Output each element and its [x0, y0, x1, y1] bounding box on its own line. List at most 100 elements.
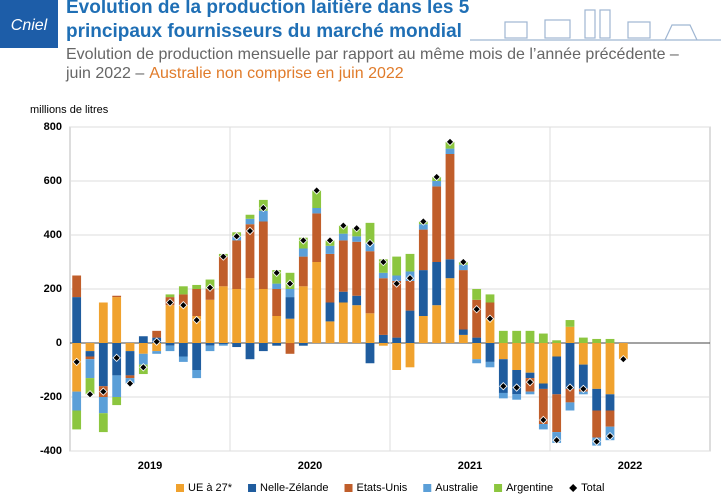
subtitle: Evolution de production mensuelle par ra…	[66, 46, 679, 63]
bar-segment	[72, 343, 82, 392]
total-marker	[565, 383, 575, 392]
y-tick-label: 200	[44, 283, 62, 295]
bar-segment	[232, 289, 242, 343]
bar-segment	[538, 343, 548, 384]
logo-box	[0, 0, 58, 48]
bar-segment	[605, 338, 615, 343]
bar-segment	[392, 275, 402, 281]
bar-segment	[472, 359, 482, 364]
total-marker	[419, 217, 428, 226]
bar-segment	[378, 272, 388, 279]
bar-segment	[165, 345, 175, 352]
bar-segment	[432, 186, 442, 262]
legend-label: UE à 27*	[188, 482, 233, 494]
bar-segment	[578, 343, 588, 365]
bar-segment	[605, 410, 615, 427]
bar-segment	[445, 148, 455, 154]
total-marker	[192, 315, 201, 325]
bar-segment	[445, 259, 455, 279]
bar-segment	[72, 410, 82, 430]
bar-segment	[192, 289, 202, 316]
bar-segment	[178, 294, 188, 306]
bar-segment	[392, 337, 402, 343]
total-marker	[312, 186, 321, 195]
bar-segment	[432, 181, 442, 187]
bar-segment	[178, 286, 188, 295]
bar-segment	[458, 329, 468, 335]
bar-segment	[85, 378, 95, 395]
bar-segment	[552, 343, 562, 357]
bar-segment	[192, 316, 202, 343]
bar-segment	[258, 343, 268, 352]
y-tick-label: 400	[44, 229, 62, 241]
bar-segment	[552, 356, 562, 395]
bar-segment	[205, 345, 215, 352]
y-tick-label: -400	[40, 445, 62, 457]
bar-segment	[378, 278, 388, 335]
y-tick-label: 800	[44, 121, 62, 133]
bar-segment	[272, 316, 282, 343]
y-axis-label: millions de litres	[30, 104, 109, 116]
bar-segment	[512, 343, 522, 370]
bar-segment	[152, 330, 162, 338]
bar-segment	[72, 275, 82, 298]
bar-segment	[245, 224, 255, 279]
bar-segment	[192, 284, 202, 289]
total-marker	[619, 355, 628, 364]
bar-segment	[525, 330, 535, 343]
x-group-label: 2020	[298, 460, 322, 472]
bar-segment	[152, 343, 162, 352]
bar-segment	[165, 305, 175, 343]
bar-segment	[472, 337, 482, 343]
total-marker	[405, 274, 415, 283]
bar-segment	[272, 283, 282, 289]
bar-segment	[325, 321, 335, 343]
total-marker	[85, 390, 95, 399]
bar-segment	[298, 343, 308, 346]
total-marker	[365, 238, 375, 248]
bar-segment	[565, 343, 575, 389]
bar-segment	[405, 280, 415, 311]
bar-segment	[312, 190, 322, 208]
bar-segment	[525, 372, 535, 379]
bar-segment	[112, 375, 122, 397]
x-group-label: 2019	[138, 460, 162, 472]
bar-segment	[285, 318, 295, 343]
bar-segment	[552, 394, 562, 433]
legend-swatch	[494, 484, 503, 492]
bar-segment	[512, 394, 522, 400]
total-marker	[605, 431, 615, 441]
bar-segment	[618, 343, 628, 360]
title: Evolution de la production laitière dans…	[66, 0, 470, 18]
bar-segment	[312, 213, 322, 262]
bar-segment	[245, 343, 255, 360]
bar-segment	[205, 299, 215, 343]
bar-segment	[178, 343, 188, 357]
total-marker	[325, 236, 335, 245]
total-marker	[392, 279, 401, 288]
bar-segment	[365, 343, 375, 364]
bar-segment	[498, 343, 508, 360]
bar-segment	[232, 343, 242, 348]
bar-segment	[432, 262, 442, 306]
total-marker	[445, 137, 455, 147]
total-marker	[379, 257, 388, 267]
legend-swatch	[344, 484, 353, 492]
bar-segment	[365, 251, 375, 314]
total-marker	[339, 221, 348, 230]
total-marker	[499, 382, 508, 391]
bar-segment	[165, 294, 175, 298]
logo: Cniel	[11, 17, 48, 34]
total-marker	[299, 236, 308, 245]
title: principaux fournisseurs du marché mondia…	[66, 21, 462, 42]
bar-segment	[592, 343, 602, 389]
bar-segment	[125, 375, 135, 379]
bar-segment	[258, 221, 268, 289]
bar-segment	[512, 370, 522, 395]
bar-segment	[152, 351, 162, 354]
bar-segment	[298, 256, 308, 287]
bar-segment	[405, 310, 415, 343]
bar-segment	[565, 402, 575, 411]
bar-segment	[485, 361, 495, 368]
